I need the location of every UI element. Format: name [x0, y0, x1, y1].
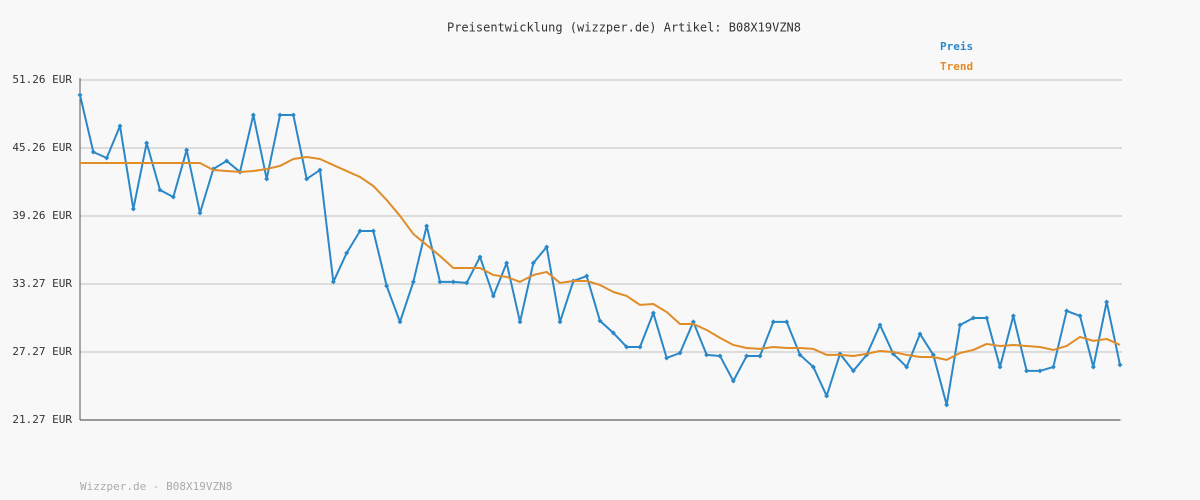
data-point [984, 315, 990, 321]
y-tick-label: 51.26 EUR [12, 73, 72, 86]
data-point [677, 350, 683, 356]
data-point [810, 364, 816, 370]
data-point [450, 279, 456, 285]
data-point [717, 353, 723, 359]
data-point [530, 260, 536, 266]
data-point [704, 352, 710, 358]
data-point [1090, 364, 1096, 370]
data-point [344, 250, 350, 256]
y-tick-label: 33.27 EUR [12, 277, 72, 290]
data-point [584, 273, 590, 279]
data-point [277, 112, 283, 118]
data-point [384, 283, 390, 289]
data-point [730, 378, 736, 384]
data-point [304, 176, 310, 182]
data-point [1077, 313, 1083, 319]
data-point [397, 319, 403, 325]
data-point [1010, 313, 1016, 319]
data-point [824, 393, 830, 399]
y-tick-label: 21.27 EUR [12, 413, 72, 426]
data-point [597, 318, 603, 324]
data-point [850, 368, 856, 374]
data-point [330, 279, 336, 285]
data-point [770, 319, 776, 325]
data-point [464, 280, 470, 286]
data-point [544, 244, 550, 250]
y-tick-label: 27.27 EUR [12, 345, 72, 358]
data-point [1037, 368, 1043, 374]
data-point [477, 254, 483, 260]
data-point [624, 344, 630, 350]
data-point [517, 319, 523, 325]
data-point [1064, 308, 1070, 314]
y-tick-label: 45.26 EUR [12, 141, 72, 154]
data-point [557, 319, 563, 325]
data-point [250, 112, 256, 118]
data-point [77, 92, 83, 98]
y-tick-label: 39.26 EUR [12, 209, 72, 222]
data-point [504, 260, 510, 266]
data-point [1050, 364, 1056, 370]
data-point [264, 176, 270, 182]
data-point [637, 344, 643, 350]
data-point [1117, 362, 1123, 368]
data-point [664, 355, 670, 361]
data-point [157, 187, 163, 193]
data-point [437, 279, 443, 285]
data-point [90, 149, 96, 155]
data-point [904, 364, 910, 370]
data-point [224, 158, 230, 164]
data-point [1024, 368, 1030, 374]
data-point [917, 331, 923, 337]
data-point [104, 155, 110, 161]
data-point [370, 228, 376, 234]
data-point [944, 402, 950, 408]
data-point [957, 322, 963, 328]
data-point [424, 223, 430, 229]
data-point [997, 364, 1003, 370]
data-point [784, 319, 790, 325]
data-point [490, 293, 496, 299]
data-point [170, 194, 176, 200]
data-point [130, 206, 136, 212]
data-point [757, 353, 763, 359]
data-point [184, 147, 190, 153]
data-point [410, 279, 416, 285]
data-point [197, 210, 203, 216]
footer: Wizzper.de - B08X19VZN8 [80, 480, 232, 493]
data-point [650, 310, 656, 316]
series-line [80, 155, 1121, 361]
legend-label: Trend [940, 60, 973, 73]
data-point [144, 140, 150, 146]
data-point [290, 112, 296, 118]
chart-title: Preisentwicklung (wizzper.de) Artikel: B… [447, 21, 801, 35]
data-point [744, 353, 750, 359]
data-point [357, 228, 363, 234]
data-point [1104, 299, 1110, 305]
data-point [797, 352, 803, 358]
data-point [610, 330, 616, 336]
data-point [317, 167, 323, 173]
data-point [117, 123, 123, 129]
data-point [970, 315, 976, 321]
data-point [877, 322, 883, 328]
legend-label: Preis [940, 40, 973, 53]
